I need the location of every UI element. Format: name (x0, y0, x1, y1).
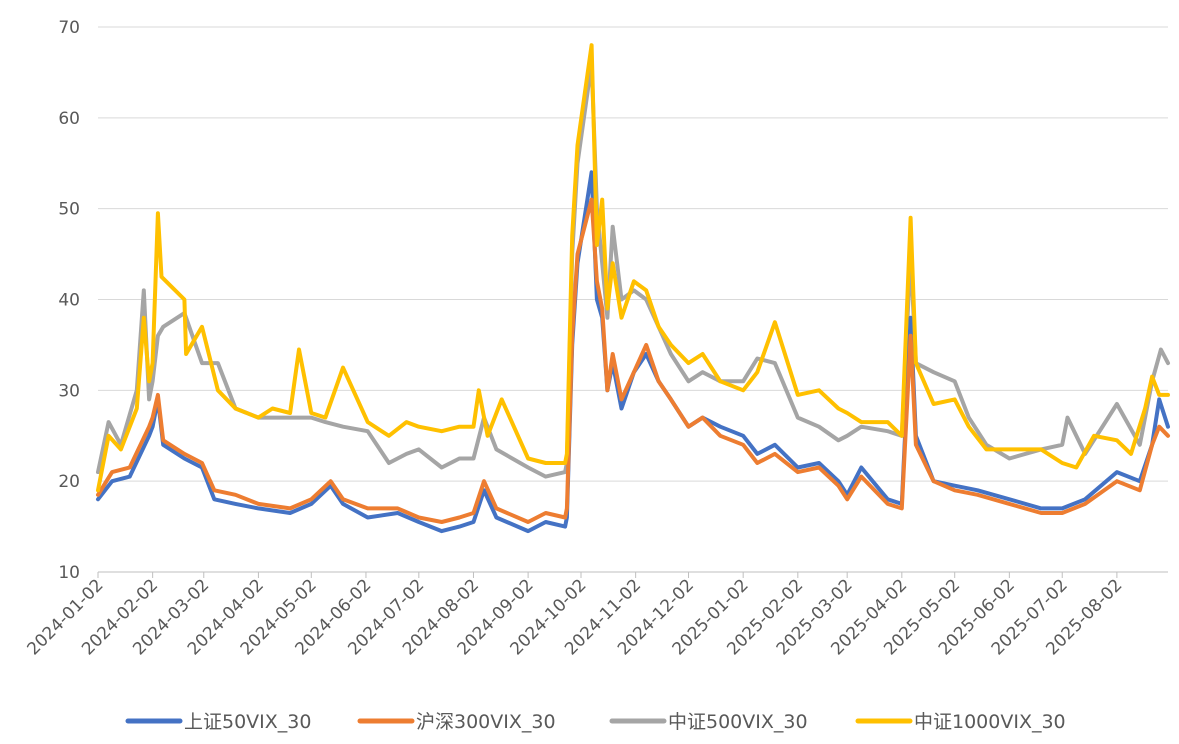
y-tick-label: 60 (58, 109, 80, 129)
series-line-3 (96, 43, 1170, 493)
gridlines (98, 26, 1168, 573)
legend: 上证50VIX_30 沪深300VIX_30 中证500VIX_30 中证1000VI… (125, 711, 1066, 733)
y-tick-label: 10 (58, 563, 80, 583)
legend-label: 中证1000VIX_30 (914, 711, 1066, 733)
legend-label: 沪深300VIX_30 (416, 711, 556, 733)
series-lines (96, 43, 1170, 534)
legend-label: 上证50VIX_30 (184, 711, 311, 733)
series-line-0 (96, 170, 1170, 534)
series-line-2 (96, 61, 1170, 479)
x-axis-ticks: 2024-01-022024-02-022024-03-022024-04-02… (24, 572, 1126, 659)
y-axis-ticks: 10 20 30 40 50 60 70 (58, 18, 80, 583)
y-tick-label: 50 (58, 200, 80, 220)
series-line-1 (96, 197, 1170, 524)
y-tick-label: 70 (58, 18, 80, 38)
y-tick-label: 30 (58, 381, 80, 401)
legend-label: 中证500VIX_30 (668, 711, 808, 733)
y-tick-label: 20 (58, 472, 80, 492)
y-tick-label: 40 (58, 291, 80, 311)
